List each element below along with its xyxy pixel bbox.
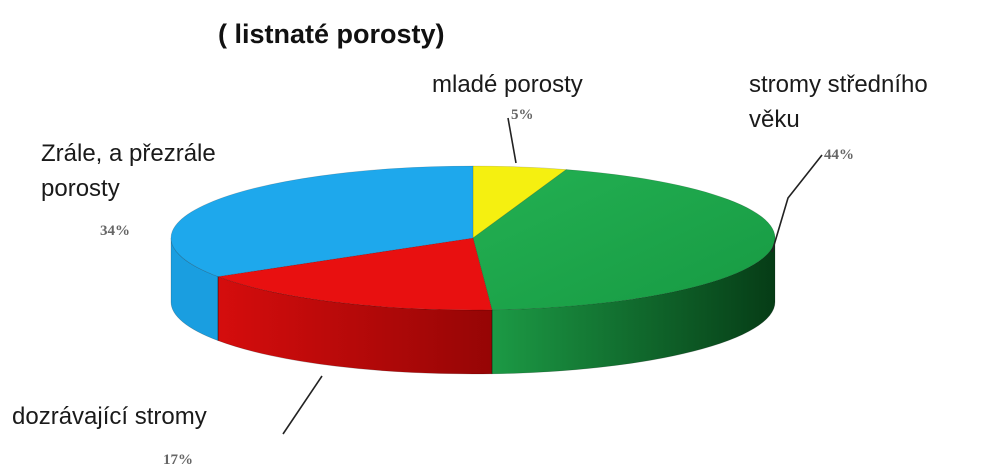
pie-slice-mlade-porosty [472,165,568,239]
pie-slice-zrale-prezrale-porosty [170,165,474,277]
label-stromy-stredniho-veku: stromy středního věku [749,71,934,133]
value-label-mlade-porosty: 5% [511,107,534,123]
value-label-stromy-stredniho-veku: 44% [824,147,854,163]
label-stromy-stredniho-veku-line1: stromy středního [749,71,928,98]
label-zrale-prezrale-line2: porosty [41,175,120,202]
value-label-zrale-prezrale-porosty: 34% [100,223,130,239]
label-zrale-prezrale-porosty: Zrále, a přezrále porosty [41,140,222,202]
value-label-dozravajici-stromy: 17% [163,452,193,465]
label-stromy-stredniho-veku-line2: věku [749,106,800,133]
leader-line-stromy-stredniho-veku [771,154,823,253]
pie-slice-dozravajici-stromy [216,237,493,311]
label-dozravajici-stromy: dozrávající stromy [12,403,207,430]
chart-title: ( listnaté porosty) [218,19,445,49]
label-mlade-porosty: mladé porosty [432,71,583,98]
leader-line-dozravajici-stromy [282,375,323,435]
leader-line-mlade-porosty [507,117,517,164]
label-zrale-prezrale-line1: Zrále, a přezrále [41,140,216,167]
